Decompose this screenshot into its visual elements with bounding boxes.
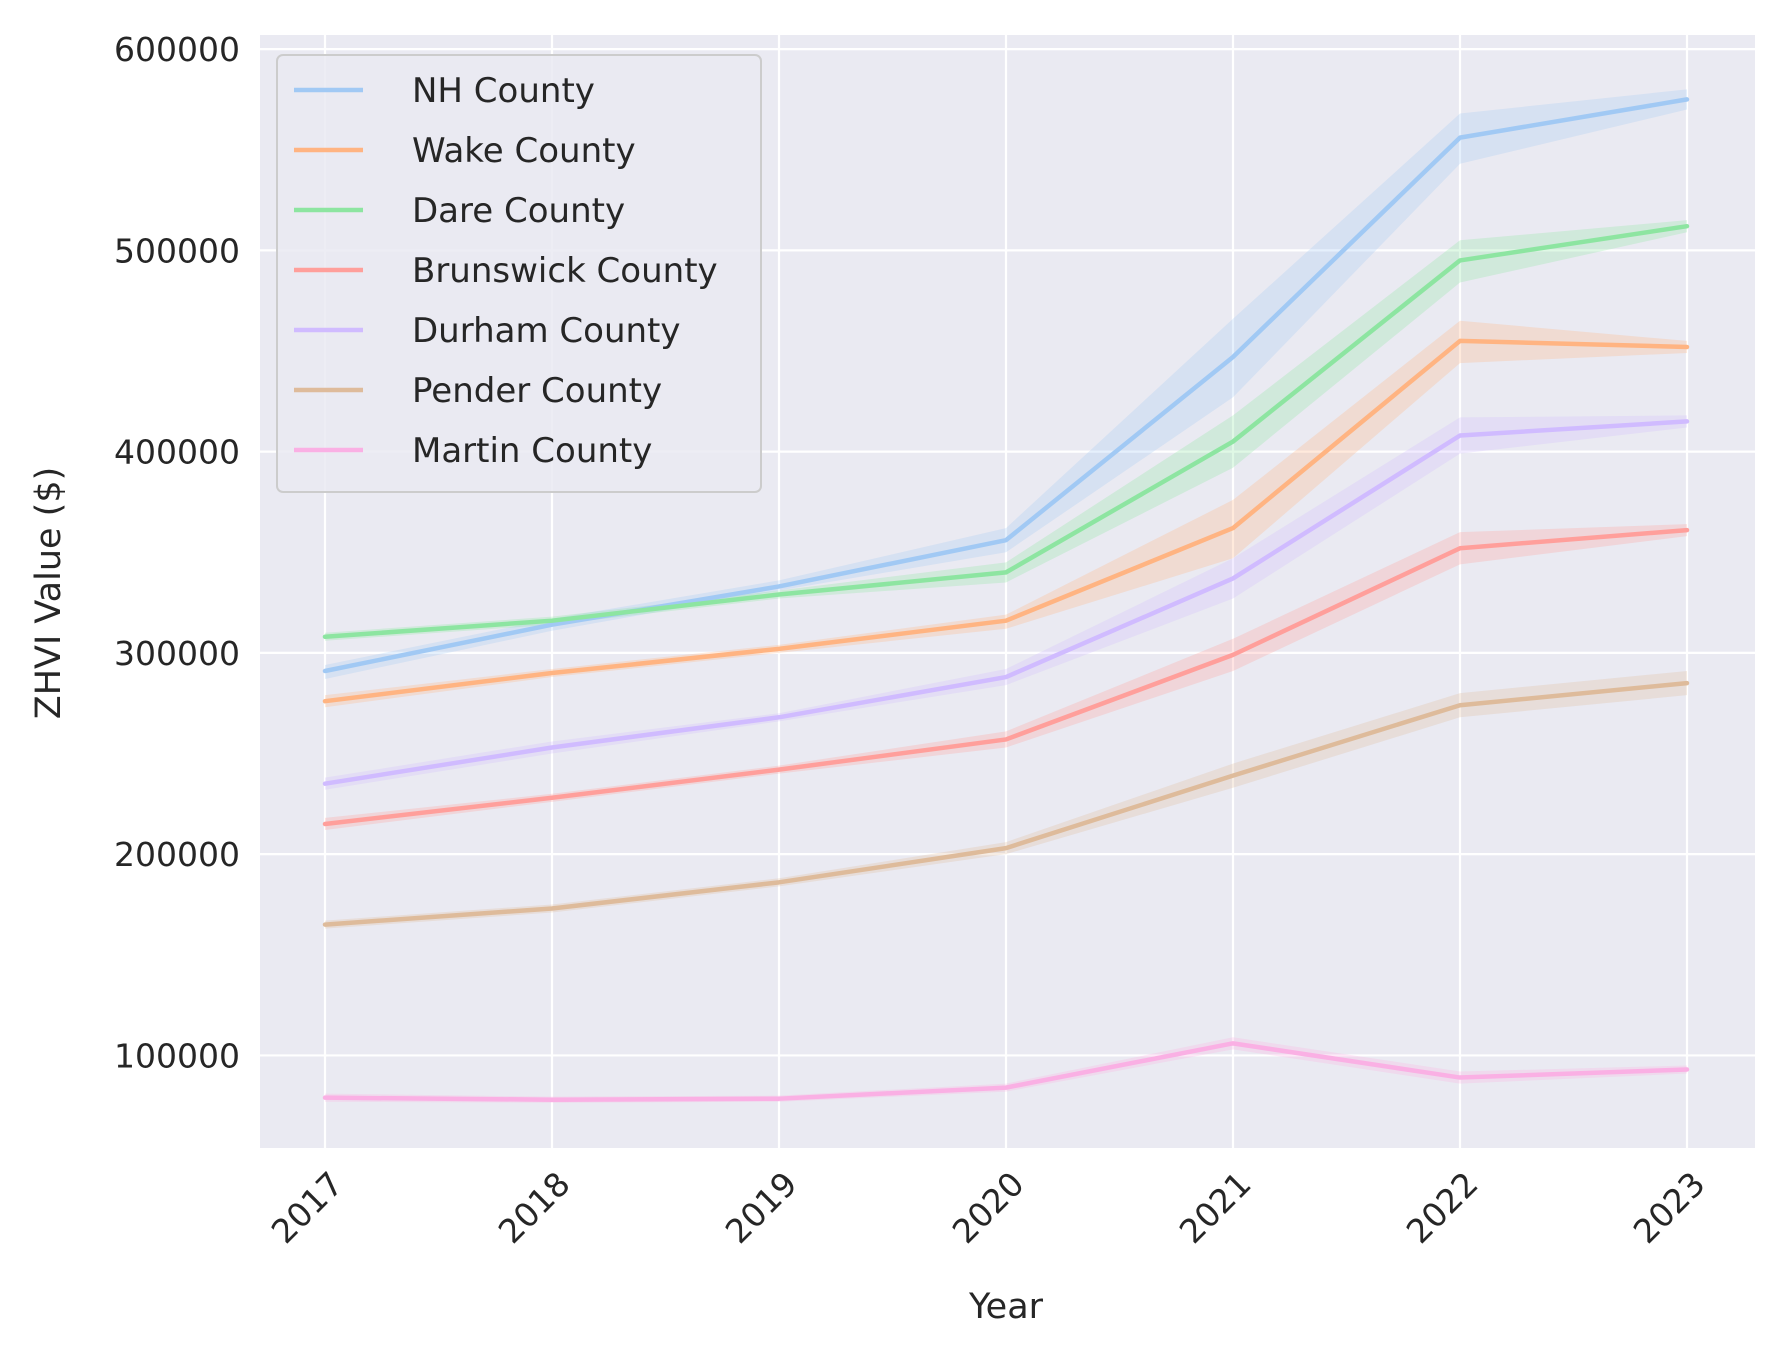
x-axis-label: Year [968, 1287, 1044, 1327]
series-line [322, 419, 1690, 786]
grid [260, 35, 1755, 1148]
y-tick-label: 200000 [114, 835, 240, 874]
legend-label: Brunswick County [412, 251, 718, 291]
y-tick-labels: 100000 200000 300000 400000 500000 600000 [114, 30, 240, 1075]
y-axis-label: ZHVI Value ($) [29, 467, 69, 720]
x-tick-label: 2018 [491, 1164, 578, 1251]
y-tick-label: 600000 [114, 30, 240, 69]
series-line [322, 97, 1690, 674]
legend-box [276, 54, 762, 493]
x-tick-label: 2021 [1172, 1164, 1259, 1251]
series-lines [322, 97, 1690, 1102]
legend-label: Pender County [412, 371, 662, 411]
y-tick-label: 300000 [114, 634, 240, 673]
confidence-band [325, 89, 1687, 680]
legend-label: Durham County [412, 311, 681, 351]
confidence-band [325, 671, 1687, 929]
legend: NH County Wake County Dare County Brunswick… [276, 54, 762, 493]
x-tick-label: 2020 [945, 1164, 1032, 1251]
legend-label: Martin County [412, 431, 652, 471]
x-tick-label: 2022 [1399, 1164, 1486, 1251]
y-tick-label: 500000 [114, 231, 240, 270]
legend-label: NH County [412, 71, 595, 111]
series-line [322, 223, 1690, 640]
legend-label: Wake County [412, 131, 636, 171]
confidence-band [325, 320, 1687, 708]
x-tick-labels: 2017 2018 2019 2020 2021 2022 2023 [264, 1164, 1713, 1251]
x-tick-label: 2019 [718, 1164, 805, 1251]
confidence-band [325, 220, 1687, 641]
y-tick-label: 400000 [114, 433, 240, 472]
series-line [322, 527, 1690, 827]
x-tick-label: 2017 [264, 1164, 351, 1251]
series-line [322, 338, 1690, 704]
y-tick-label: 100000 [114, 1036, 240, 1075]
series-line [322, 1041, 1690, 1102]
series-line [322, 680, 1690, 927]
x-tick-label: 2023 [1626, 1164, 1713, 1251]
legend-label: Dare County [412, 191, 625, 231]
